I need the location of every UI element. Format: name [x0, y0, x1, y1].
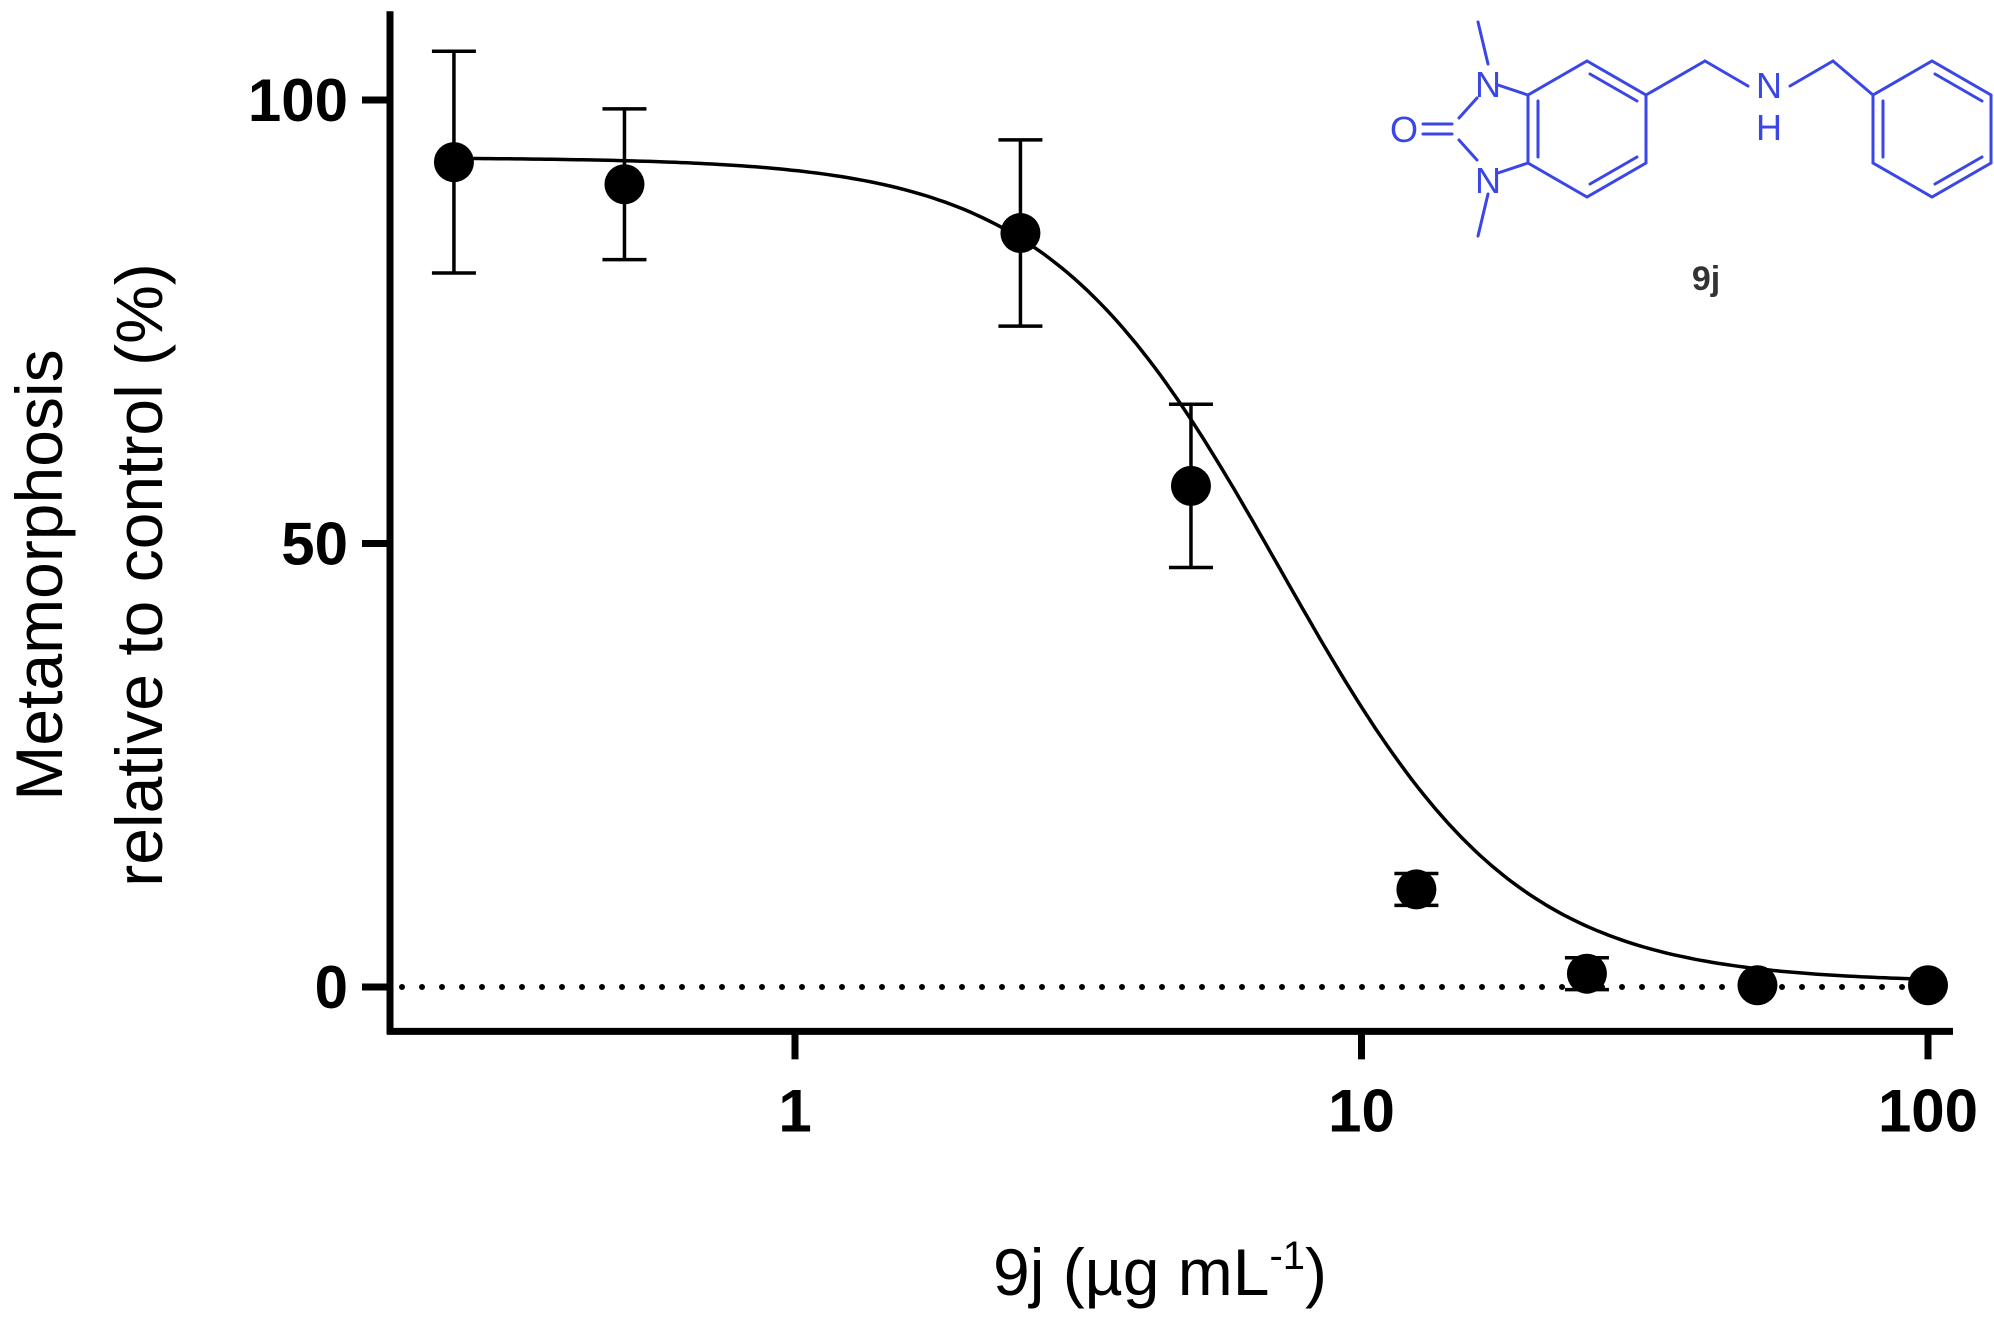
phenyl-double-bond-3	[1933, 72, 1984, 103]
data-point-5	[1566, 953, 1607, 994]
data-point-7	[1908, 965, 1948, 1006]
data-point-2	[1000, 213, 1041, 254]
ring-bond-ntop-co	[1457, 96, 1479, 120]
atom-n-bottom: N	[1475, 160, 1501, 201]
methyl-top	[1476, 20, 1490, 66]
x-tick-label-100: 100	[1878, 1077, 1978, 1144]
atom-n-top: N	[1475, 64, 1501, 105]
methyl-bottom	[1476, 192, 1490, 238]
y-axis-title-line2: relative to control (%)	[102, 263, 176, 887]
data-point-0	[433, 142, 474, 183]
ring-bond-ntop-c	[1496, 83, 1530, 97]
linker-bond-1	[1644, 59, 1707, 97]
phenyl-double-bond-2	[1933, 155, 1984, 186]
phenyl-ring	[1871, 59, 1993, 199]
linker-bond-4	[1831, 59, 1875, 97]
ring-bond-nbot-c	[1496, 161, 1530, 175]
linker-bond-2	[1703, 59, 1750, 88]
structure-atom-labels: N N O N H 9j	[1390, 64, 1782, 298]
y-axis-title: Metamorphosis relative to control (%)	[2, 263, 176, 887]
ring-bond-nbot-co	[1457, 138, 1479, 162]
y-tick-label-100: 100	[248, 67, 348, 134]
x-tick-label-1: 1	[778, 1077, 811, 1144]
atom-o: O	[1390, 109, 1418, 150]
y-tick-label-50: 50	[281, 511, 348, 578]
benzimidazolone-benzene-ring	[1526, 59, 1648, 199]
atom-nh-n: N	[1756, 65, 1782, 106]
double-bond-2	[1588, 155, 1639, 186]
plot-area: 0 50 100 1 10 100	[248, 11, 1978, 1144]
structure-label: 9j	[1692, 260, 1720, 298]
data-point-6	[1737, 965, 1778, 1006]
x-tick-label-10: 10	[1328, 1077, 1395, 1144]
data-point-1	[604, 164, 645, 205]
chemical-structure-9j	[1421, 20, 1993, 238]
x-axis-title: 9j (µg mL-1)	[993, 1234, 1327, 1309]
data-point-3	[1170, 465, 1211, 506]
linker-bond-3	[1788, 59, 1835, 88]
atom-nh-h: H	[1756, 107, 1782, 148]
y-tick-label-0: 0	[315, 954, 348, 1021]
data-point-4	[1396, 869, 1437, 910]
double-bond-3	[1588, 72, 1639, 103]
y-axis-title-line1: Metamorphosis	[2, 349, 76, 800]
